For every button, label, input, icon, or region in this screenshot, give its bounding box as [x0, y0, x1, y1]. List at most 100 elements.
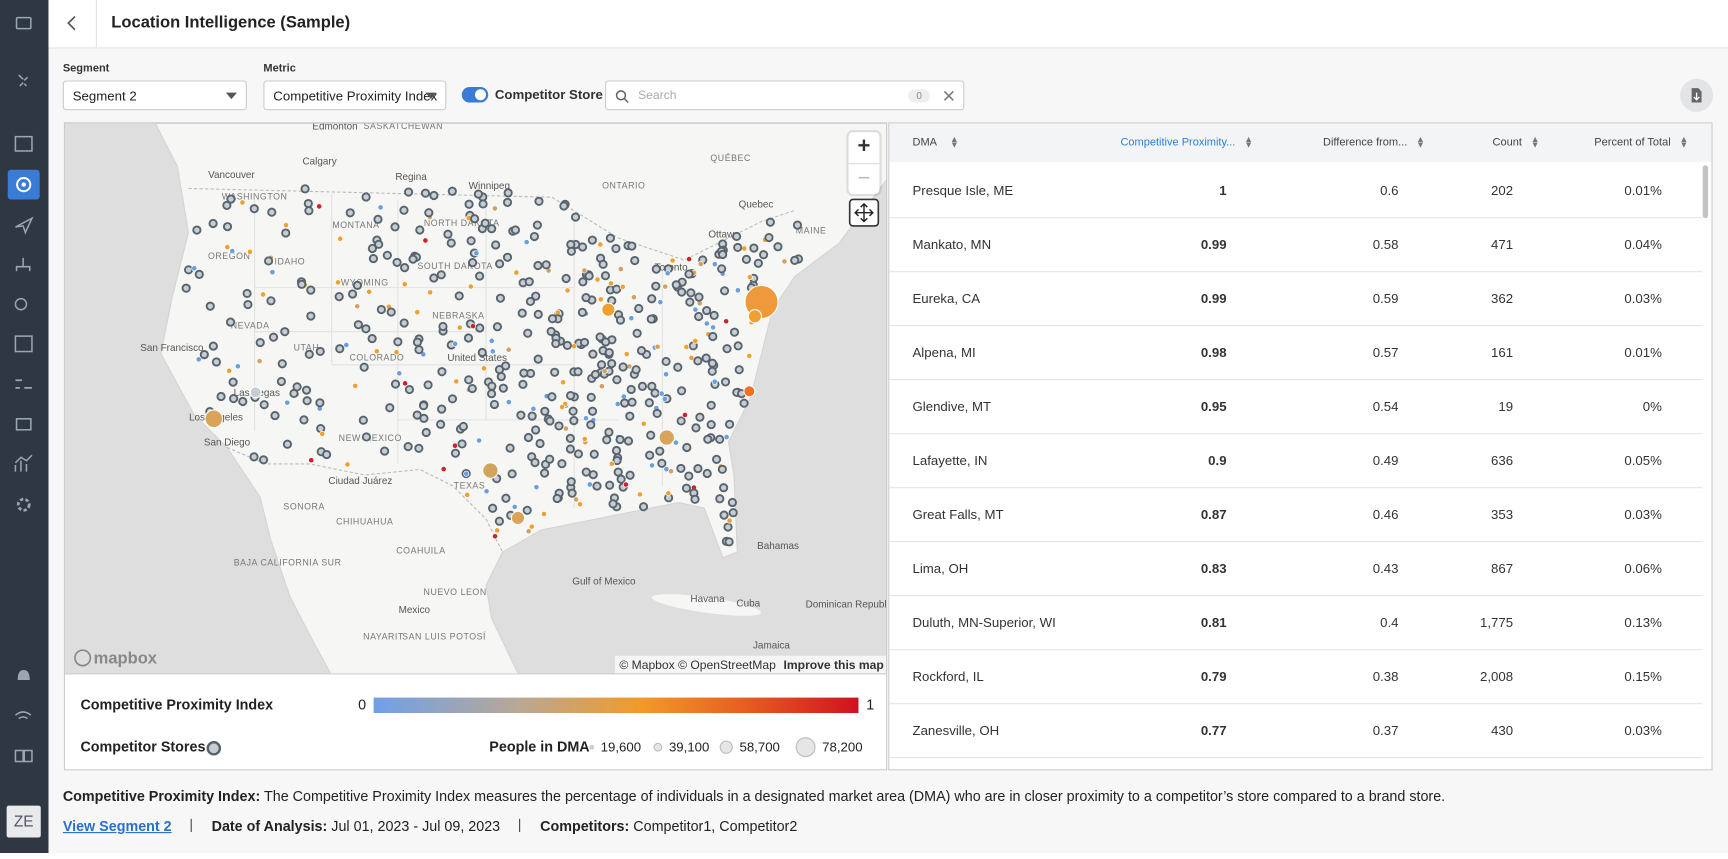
- table-cell: 0.79: [1200, 668, 1227, 685]
- store-dot: [719, 510, 729, 520]
- dashboard-icon[interactable]: [14, 135, 33, 152]
- dma-dot: [741, 245, 748, 252]
- map[interactable]: Edmonton SASKATCHEWAN Calgary Regina Winnipe…: [63, 122, 888, 675]
- column-header[interactable]: Difference from...: [1322, 136, 1408, 149]
- avatar[interactable]: ZE: [14, 814, 34, 831]
- signal-icon[interactable]: [14, 711, 32, 720]
- dma-dot: [636, 491, 643, 498]
- download-button[interactable]: [1680, 78, 1714, 112]
- back-button[interactable]: [62, 13, 84, 35]
- search-box[interactable]: Search 0: [605, 80, 965, 111]
- hierarchy-icon[interactable]: [15, 257, 31, 272]
- send-icon[interactable]: [15, 216, 34, 235]
- map-label: Quebec: [739, 200, 774, 211]
- table-cell: 0.15%: [1624, 668, 1662, 685]
- store-dot: [615, 434, 625, 445]
- bell-icon[interactable]: [17, 670, 30, 680]
- zoom-in[interactable]: +: [848, 132, 880, 165]
- people-icon[interactable]: [14, 297, 28, 311]
- cards-icon[interactable]: [15, 418, 32, 431]
- store-dot: [300, 184, 310, 194]
- scrollbar[interactable]: [1702, 165, 1709, 219]
- row-divider: [889, 271, 1703, 273]
- dma-dot: [617, 266, 624, 273]
- map-canvas[interactable]: Edmonton SASKATCHEWAN Calgary Regina Winnipe…: [65, 123, 887, 674]
- map-label: Dominican Republic: [806, 600, 888, 611]
- dma-dot: [533, 484, 540, 491]
- column-header[interactable]: Percent of Total: [1594, 136, 1671, 149]
- segment-value: Segment 2: [72, 88, 137, 104]
- store-dot: [620, 398, 630, 408]
- store-dot: [559, 201, 569, 211]
- table-cell: 0.49: [1372, 452, 1399, 469]
- flow-icon[interactable]: [15, 379, 32, 389]
- dma-dot: [491, 205, 498, 212]
- table-cell: 0.06%: [1624, 560, 1662, 577]
- dma-dot: [559, 404, 566, 411]
- table-cell: 0.37: [1372, 722, 1399, 739]
- store-dot: [551, 338, 561, 349]
- metric-select[interactable]: Competitive Proximity Index: [263, 80, 447, 111]
- clear-search[interactable]: [942, 89, 955, 102]
- store-dot: [627, 241, 637, 251]
- store-dot: [358, 415, 368, 425]
- store-dot: [475, 271, 485, 281]
- table-cell: Lima, OH: [912, 560, 969, 577]
- sparkle-icon[interactable]: [18, 74, 29, 87]
- table-header: [889, 123, 1712, 162]
- dma-dot: [269, 269, 276, 276]
- settings-icon[interactable]: [16, 497, 31, 512]
- map-label: WYOMING: [341, 278, 389, 288]
- column-header[interactable]: Count: [1492, 136, 1522, 149]
- view-segment-link[interactable]: View Segment 2: [62, 817, 172, 835]
- dma-dot: [681, 412, 688, 418]
- table-cell: Eureka, CA: [912, 290, 981, 307]
- dma-dot: [672, 439, 679, 446]
- table-cell: 0.99: [1200, 236, 1227, 253]
- dma-dot: [710, 324, 717, 331]
- color-scale: [373, 697, 859, 714]
- dma-dot: [581, 267, 588, 274]
- dma-dot: [746, 274, 753, 281]
- calendar-icon[interactable]: [14, 335, 33, 353]
- book-icon[interactable]: [14, 749, 33, 763]
- store-dot: [458, 421, 468, 432]
- dma-bubble: [204, 409, 224, 429]
- store-dot: [292, 382, 302, 392]
- store-dot: [677, 287, 687, 297]
- avatar-bg[interactable]: [6, 805, 41, 838]
- fullscreen[interactable]: [848, 198, 880, 227]
- row-divider: [889, 217, 1703, 219]
- store-dot: [618, 362, 628, 372]
- table-cell: 430: [1491, 722, 1514, 739]
- dma-dot: [456, 324, 463, 331]
- dma-dot: [562, 425, 569, 432]
- table-cell: Great Falls, MT: [912, 506, 1004, 523]
- menu-icon[interactable]: [15, 16, 32, 30]
- improve-map[interactable]: Improve this map: [784, 658, 884, 672]
- column-header[interactable]: DMA: [912, 136, 937, 149]
- size-circle: [719, 740, 733, 754]
- store-dot: [567, 488, 577, 498]
- store-dot: [733, 341, 743, 351]
- dma-dot: [528, 523, 535, 530]
- attribution: © Mapbox © OpenStreetMap: [619, 658, 776, 672]
- store-dot: [584, 271, 594, 281]
- toggle-knob: [474, 89, 486, 101]
- dma-dot: [601, 368, 608, 375]
- store-dot: [765, 217, 775, 227]
- toggle[interactable]: [461, 87, 489, 103]
- chart-icon[interactable]: [14, 454, 33, 472]
- dma-dot: [452, 442, 458, 449]
- zoom-out[interactable]: −: [857, 166, 871, 191]
- store-dot: [530, 457, 540, 468]
- store-dot: [399, 318, 409, 328]
- segment-select[interactable]: Segment 2: [62, 80, 247, 111]
- store-dot: [739, 398, 749, 408]
- sort-icon: ▲ ▼: [1530, 134, 1540, 150]
- table-cell: 0.03%: [1624, 722, 1662, 739]
- column-header[interactable]: Competitive Proximity...: [1120, 136, 1236, 149]
- dma-dot: [594, 276, 601, 283]
- store-dot: [533, 354, 543, 364]
- dma-dot: [657, 299, 664, 306]
